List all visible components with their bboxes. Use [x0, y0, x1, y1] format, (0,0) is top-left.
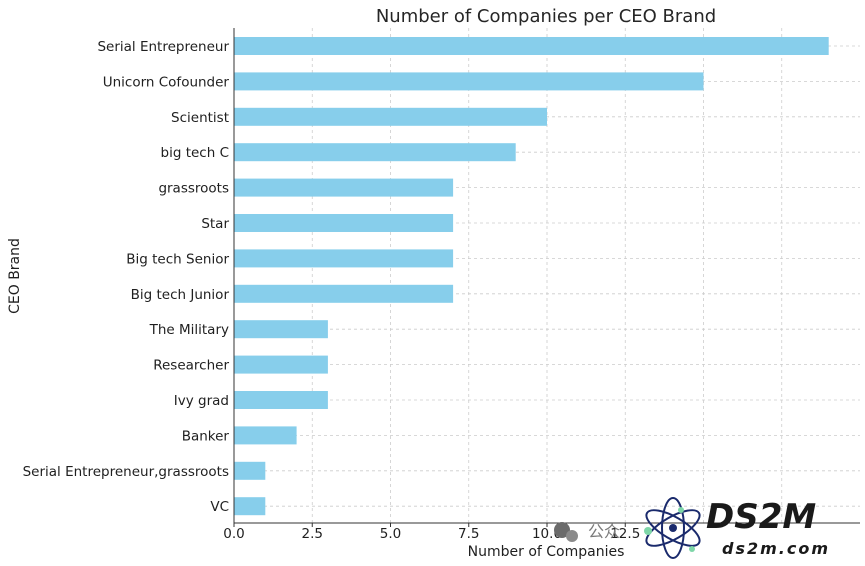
y-tick-label: Scientist: [171, 110, 229, 126]
y-tick-label: Star: [201, 216, 229, 232]
x-tick-label: 2.5: [302, 526, 323, 542]
y-tick-label: big tech C: [161, 145, 229, 161]
wechat-watermark: 公众: [554, 522, 620, 542]
x-tick-label: 12.5: [610, 526, 640, 542]
bar: [234, 497, 266, 516]
y-tick-label: VC: [210, 499, 229, 515]
atom-logo-icon: [644, 497, 701, 559]
bars: [234, 37, 829, 516]
grid-lines: [234, 28, 860, 523]
ds2m-domain-text: ds2m.com: [722, 539, 830, 558]
y-tick-label: Serial Entrepreneur,grassroots: [23, 464, 229, 480]
bar: [234, 178, 454, 197]
chart-title: Number of Companies per CEO Brand: [376, 6, 716, 27]
wechat-icon-small: [566, 530, 578, 542]
bar: [234, 214, 454, 232]
y-tick-label: Serial Entrepreneur: [97, 39, 229, 55]
y-tick-labels: Serial Entrepreneur Unicorn Cofounder Scie…: [23, 39, 230, 515]
bar: [234, 249, 454, 268]
y-tick-label: Big tech Junior: [131, 287, 230, 303]
ds2m-watermark: DS2M ds2m.com: [644, 497, 830, 559]
y-tick-label: The Military: [149, 322, 229, 338]
y-tick-label: Ivy grad: [174, 393, 229, 409]
bar: [234, 426, 297, 445]
x-axis-label: Number of Companies: [468, 544, 625, 560]
bar: [234, 107, 547, 126]
bar: [234, 461, 266, 480]
x-tick-label: 5.0: [380, 526, 401, 542]
ds2m-brand-text: DS2M: [706, 497, 816, 537]
bar: [234, 72, 704, 91]
y-tick-label: Banker: [182, 428, 230, 444]
y-tick-label: Big tech Senior: [126, 251, 229, 267]
y-tick-label: Unicorn Cofounder: [103, 74, 230, 90]
x-tick-label: 7.5: [458, 526, 479, 542]
bar: [234, 355, 328, 374]
y-tick-label: grassroots: [158, 181, 229, 197]
bar: [234, 284, 454, 303]
bar: [234, 320, 328, 339]
wechat-icon: [554, 522, 570, 538]
bar: [234, 391, 328, 409]
x-tick-label: 0.0: [223, 526, 244, 542]
bar: [234, 143, 516, 162]
x-tick-labels: 0.0 2.5 5.0 7.5 10.0 12.5: [223, 523, 640, 542]
y-axis-label: CEO Brand: [7, 238, 23, 314]
y-tick-label: Researcher: [153, 358, 229, 374]
bar: [234, 37, 829, 55]
wechat-watermark-text: 公众: [588, 522, 620, 541]
